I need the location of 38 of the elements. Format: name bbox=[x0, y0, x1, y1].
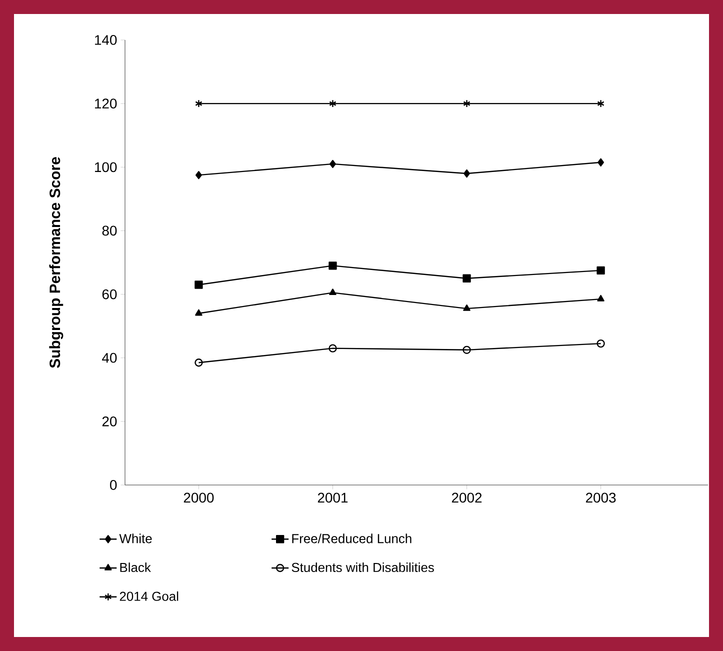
x-tick-label: 2002 bbox=[452, 492, 482, 503]
point bbox=[464, 169, 470, 178]
point bbox=[598, 158, 604, 166]
legend-label: Black bbox=[120, 562, 151, 572]
point bbox=[462, 274, 471, 282]
point bbox=[330, 160, 336, 168]
y-tick-label: 140 bbox=[95, 35, 117, 45]
point bbox=[195, 309, 202, 316]
y-axis-title: Subgroup Performance Score bbox=[49, 157, 64, 368]
point bbox=[596, 339, 605, 348]
point bbox=[194, 280, 203, 289]
point bbox=[597, 294, 604, 302]
x-tick-label: 2000 bbox=[184, 492, 214, 503]
y-tick-label: 80 bbox=[102, 226, 117, 236]
point bbox=[194, 358, 203, 367]
point bbox=[196, 171, 202, 180]
point bbox=[329, 288, 336, 296]
point bbox=[462, 346, 471, 354]
x-tick-label: 2003 bbox=[586, 492, 616, 503]
legend-label: 2014 Goal bbox=[120, 591, 178, 601]
y-tick-label: 20 bbox=[102, 416, 117, 426]
legend-label: Free/Reduced Lunch bbox=[292, 534, 412, 544]
point bbox=[328, 262, 337, 270]
point bbox=[329, 99, 336, 108]
y-tick-label: 0 bbox=[110, 480, 117, 490]
point bbox=[328, 344, 337, 352]
y-tick-label: 120 bbox=[95, 98, 117, 109]
point bbox=[597, 99, 604, 108]
y-tick-label: 100 bbox=[95, 162, 117, 172]
y-tick-label: 40 bbox=[102, 352, 117, 363]
x-tick-label: 2001 bbox=[318, 492, 348, 503]
legend-label: Students with Disabilities bbox=[292, 562, 434, 572]
y-tick-label: 60 bbox=[102, 289, 117, 300]
point bbox=[596, 266, 605, 275]
point bbox=[195, 99, 202, 108]
point bbox=[463, 304, 470, 311]
point bbox=[463, 99, 470, 108]
legend-label: White bbox=[119, 534, 152, 544]
